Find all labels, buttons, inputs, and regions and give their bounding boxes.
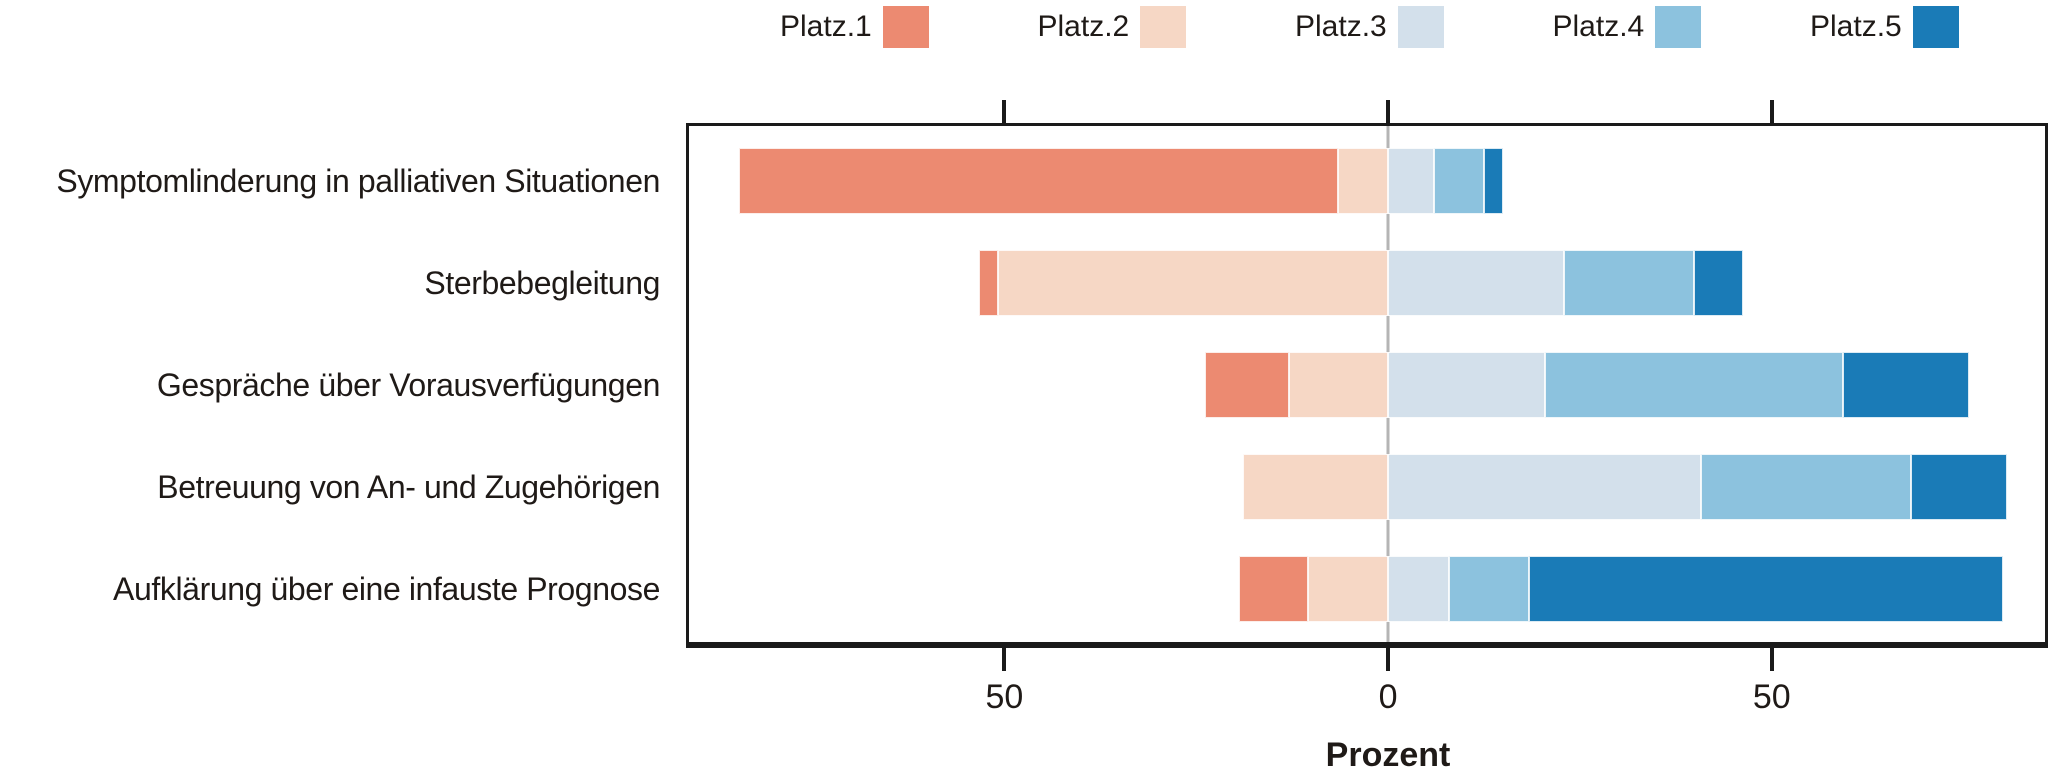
bar-segment: [1388, 148, 1434, 214]
bar-segment: [1388, 454, 1702, 520]
legend-swatch: [1912, 6, 1959, 48]
bar-segment: [1204, 352, 1289, 418]
legend-item: Platz.4: [1553, 6, 1702, 48]
legend-item: Platz.2: [1038, 6, 1187, 48]
category-label: Aufklärung über eine infauste Prognose: [113, 571, 660, 607]
bar-segment: [1242, 454, 1388, 520]
axis-tick-label: 50: [1752, 678, 1791, 716]
legend-swatch: [1397, 6, 1444, 48]
bar-segment: [1388, 556, 1450, 622]
legend-item: Platz.1: [780, 6, 929, 48]
bar-segment: [998, 250, 1388, 316]
category-label: Gespräche über Vorausverfügungen: [156, 367, 661, 403]
bar-segment: [1288, 352, 1388, 418]
bar-segment: [1529, 556, 2003, 622]
bar-segment: [1911, 454, 2007, 520]
bar-row: [689, 556, 2045, 622]
legend-swatch: [1655, 6, 1702, 48]
axis-tick-top: [1769, 100, 1774, 123]
category-label: Sterbebegleitung: [424, 265, 660, 301]
bar-segment: [1701, 454, 1912, 520]
bar-segment: [1239, 556, 1308, 622]
legend-label: Platz.4: [1552, 10, 1645, 43]
bar-segment: [1307, 556, 1388, 622]
axis-tick-bottom: [1002, 648, 1007, 671]
legend-label: Platz.5: [1810, 10, 1902, 43]
bar-row: [689, 148, 2045, 214]
legend-swatch: [882, 6, 929, 48]
bar-row: [689, 454, 2045, 520]
axis-tick-label: 50: [985, 678, 1024, 716]
bar-segment: [1483, 148, 1503, 214]
bar-segment: [1544, 352, 1843, 418]
legend-item: Platz.5: [1810, 6, 1959, 48]
axis-tick-bottom: [1769, 648, 1774, 671]
legend: Platz.1 Platz.2 Platz.3 Platz.4 Platz.5: [0, 6, 2056, 58]
bar-segment: [1842, 352, 1969, 418]
legend-label: Platz.3: [1295, 10, 1387, 43]
bar-segment: [1433, 148, 1484, 214]
axis-tick-top: [1002, 100, 1007, 123]
bar-segment: [979, 250, 999, 316]
axis-tick-top: [1386, 100, 1391, 123]
bar-segment: [1338, 148, 1388, 214]
bar-segment: [738, 148, 1339, 214]
category-label: Symptomlinderung in palliativen Situatio…: [56, 163, 660, 199]
axis-tick-bottom: [1386, 648, 1391, 671]
bar-row: [689, 352, 2045, 418]
legend-label: Platz.1: [780, 10, 872, 43]
bar-segment: [1563, 250, 1694, 316]
bar-segment: [1388, 352, 1545, 418]
legend-item: Platz.3: [1295, 6, 1444, 48]
plot-area: [686, 123, 2048, 648]
axis-tick-label: 0: [1378, 678, 1398, 716]
legend-swatch: [1140, 6, 1187, 48]
bar-segment: [1449, 556, 1530, 622]
bar-row: [689, 250, 2045, 316]
legend-label: Platz.2: [1037, 10, 1130, 43]
bar-segment: [1388, 250, 1564, 316]
category-label: Betreuung von An- und Zugehörigen: [157, 469, 660, 505]
bar-segment: [1693, 250, 1744, 316]
x-axis-title: Prozent: [1325, 736, 1451, 774]
